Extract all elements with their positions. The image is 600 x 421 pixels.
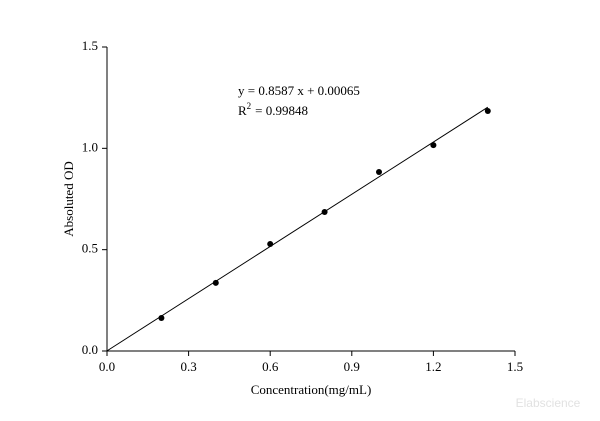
x-tick-label: 0.6 [262,359,279,374]
x-tick-label: 0.3 [180,359,196,374]
y-axis-label: Absoluted OD [61,161,76,236]
x-tick-label: 1.5 [507,359,523,374]
r-exponent: 2 [247,101,252,111]
y-tick-label: 0.0 [82,342,98,357]
point [212,279,219,286]
y-tick-label: 0.5 [82,241,98,256]
x-axis-label: Concentration(mg/mL) [251,382,372,397]
x-tick-label: 1.2 [425,359,441,374]
watermark: Elabscience [516,396,581,410]
x-tick-label: 0.0 [99,359,115,374]
r-value: = 0.99848 [255,103,308,118]
y-tick-label: 1.0 [82,139,98,154]
equation: y = 0.8587 x + 0.00065 [238,83,360,98]
fit-line [106,106,489,352]
r-squared: R2 = 0.99848 [238,101,308,118]
y-tick-label: 1.5 [82,38,98,53]
x-tick-label: 0.9 [344,359,360,374]
r-symbol: R [238,103,247,118]
point [484,108,491,115]
point [376,169,382,176]
